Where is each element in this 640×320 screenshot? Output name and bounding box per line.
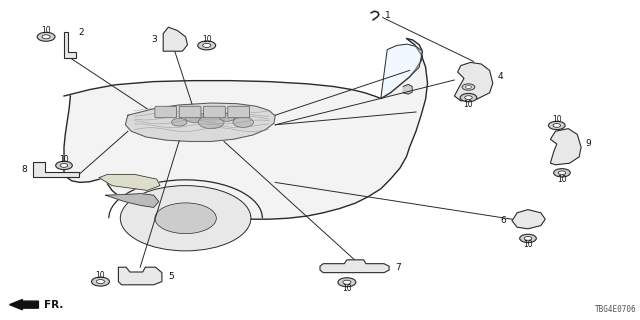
- Polygon shape: [403, 84, 412, 94]
- Text: 10: 10: [523, 240, 533, 249]
- Text: 10: 10: [41, 26, 51, 35]
- FancyArrow shape: [10, 300, 38, 310]
- Circle shape: [548, 121, 565, 130]
- Text: 8: 8: [22, 165, 28, 174]
- Circle shape: [92, 277, 109, 286]
- Circle shape: [185, 112, 205, 123]
- Circle shape: [120, 186, 251, 251]
- FancyBboxPatch shape: [155, 106, 177, 118]
- Circle shape: [60, 164, 68, 167]
- Circle shape: [554, 169, 570, 177]
- Polygon shape: [163, 27, 188, 51]
- Circle shape: [198, 116, 224, 129]
- Circle shape: [42, 35, 50, 39]
- Polygon shape: [33, 162, 79, 177]
- Text: TBG4E0706: TBG4E0706: [595, 305, 637, 314]
- Circle shape: [553, 124, 561, 127]
- Polygon shape: [118, 267, 162, 285]
- FancyBboxPatch shape: [204, 106, 225, 118]
- Polygon shape: [64, 38, 428, 219]
- Text: FR.: FR.: [44, 300, 63, 310]
- Text: 10: 10: [463, 100, 474, 108]
- Circle shape: [233, 117, 253, 127]
- Circle shape: [97, 280, 104, 284]
- Text: 10: 10: [59, 155, 69, 164]
- Text: 6: 6: [500, 216, 506, 225]
- Text: 1: 1: [385, 11, 391, 20]
- Text: 4: 4: [498, 72, 504, 81]
- Polygon shape: [64, 32, 76, 58]
- Circle shape: [520, 234, 536, 243]
- Text: 5: 5: [168, 272, 174, 281]
- Polygon shape: [106, 194, 159, 207]
- FancyBboxPatch shape: [179, 106, 201, 118]
- Polygon shape: [512, 210, 545, 229]
- Circle shape: [460, 93, 477, 102]
- Circle shape: [338, 278, 356, 287]
- Circle shape: [466, 86, 472, 88]
- Circle shape: [56, 161, 72, 170]
- Circle shape: [203, 44, 211, 47]
- Circle shape: [37, 32, 55, 41]
- Circle shape: [558, 171, 566, 175]
- Polygon shape: [550, 129, 581, 165]
- Polygon shape: [99, 174, 160, 190]
- Circle shape: [198, 41, 216, 50]
- FancyBboxPatch shape: [228, 106, 250, 118]
- Polygon shape: [320, 260, 389, 273]
- Circle shape: [524, 236, 532, 240]
- Circle shape: [343, 280, 351, 284]
- Text: 10: 10: [95, 271, 106, 280]
- Polygon shape: [454, 62, 493, 101]
- Text: 3: 3: [152, 36, 157, 44]
- Polygon shape: [381, 44, 422, 99]
- Text: 7: 7: [396, 263, 401, 272]
- Circle shape: [220, 114, 235, 121]
- Text: 9: 9: [586, 140, 591, 148]
- Polygon shape: [125, 103, 275, 141]
- Circle shape: [465, 96, 472, 100]
- Text: 10: 10: [552, 115, 562, 124]
- Circle shape: [462, 84, 475, 90]
- Text: 2: 2: [78, 28, 84, 37]
- Circle shape: [172, 118, 187, 126]
- Text: 10: 10: [342, 284, 352, 293]
- Circle shape: [155, 203, 216, 234]
- Text: 10: 10: [202, 35, 212, 44]
- Text: 10: 10: [557, 175, 567, 184]
